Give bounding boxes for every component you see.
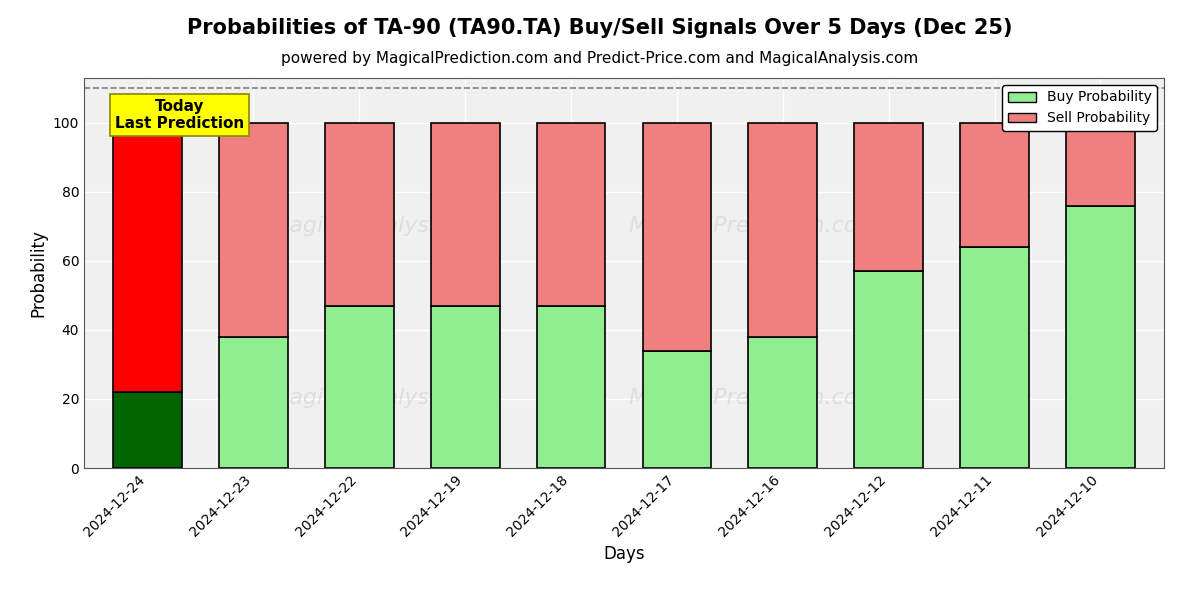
Bar	[749, 123, 817, 337]
Text: Today
Last Prediction: Today Last Prediction	[115, 99, 244, 131]
Bar	[220, 337, 288, 468]
Text: MagicalPrediction.com: MagicalPrediction.com	[628, 388, 880, 408]
Text: MagicalAnalysis.com: MagicalAnalysis.com	[271, 388, 502, 408]
Bar	[536, 123, 606, 306]
Bar	[431, 123, 499, 306]
Bar	[749, 337, 817, 468]
Legend: Buy Probability, Sell Probability: Buy Probability, Sell Probability	[1002, 85, 1157, 131]
Bar	[854, 271, 923, 468]
Bar	[854, 123, 923, 271]
Bar	[220, 123, 288, 337]
Bar	[642, 350, 712, 468]
Text: MagicalAnalysis.com: MagicalAnalysis.com	[271, 216, 502, 236]
Bar	[642, 123, 712, 350]
Bar	[325, 123, 394, 306]
Bar	[536, 306, 606, 468]
Bar	[113, 392, 182, 468]
Bar	[1066, 206, 1135, 468]
Bar	[1066, 123, 1135, 206]
Text: Probabilities of TA-90 (TA90.TA) Buy/Sell Signals Over 5 Days (Dec 25): Probabilities of TA-90 (TA90.TA) Buy/Sel…	[187, 18, 1013, 38]
Bar	[113, 123, 182, 392]
Bar	[960, 123, 1030, 247]
Bar	[960, 247, 1030, 468]
X-axis label: Days: Days	[604, 545, 644, 563]
Bar	[325, 306, 394, 468]
Text: MagicalPrediction.com: MagicalPrediction.com	[628, 216, 880, 236]
Bar	[431, 306, 499, 468]
Y-axis label: Probability: Probability	[29, 229, 47, 317]
Text: powered by MagicalPrediction.com and Predict-Price.com and MagicalAnalysis.com: powered by MagicalPrediction.com and Pre…	[281, 51, 919, 66]
